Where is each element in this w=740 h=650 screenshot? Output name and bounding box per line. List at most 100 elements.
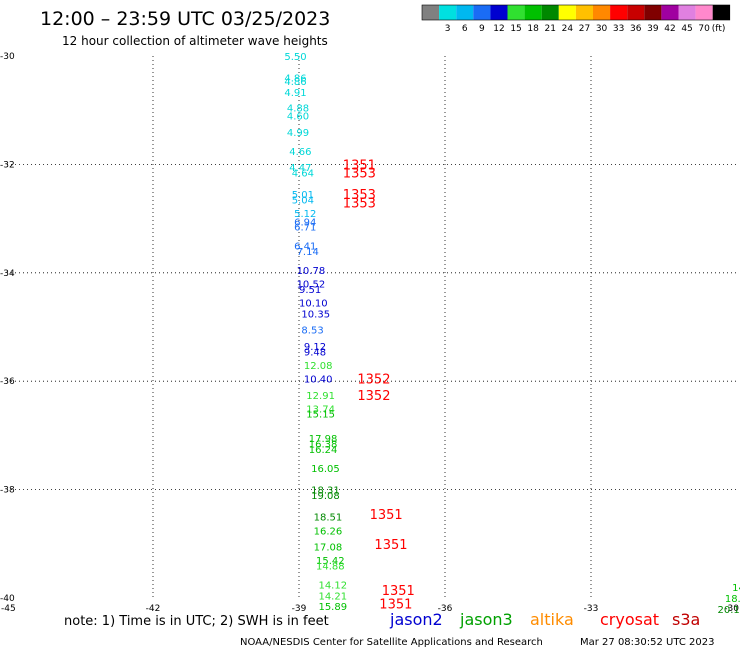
longitude-tick: -42: [146, 604, 161, 614]
legend-swatch: [439, 5, 457, 20]
wave-height-label: 9.51: [299, 285, 321, 296]
latitude-tick: -38: [0, 486, 15, 496]
satellite-label-s3a: s3a: [672, 610, 700, 629]
wave-height-label: 10.78: [297, 266, 326, 277]
legend-bin-label: 27: [579, 24, 590, 34]
legend-bin-label: 18: [527, 24, 539, 34]
legend-bin-label: 42: [664, 24, 675, 34]
legend-swatch: [593, 5, 611, 20]
wave-height-label: 4.47: [289, 163, 311, 174]
satellite-label-jason3: jason3: [459, 610, 513, 629]
wave-height-label: 12.08: [304, 361, 333, 372]
satellite-label-jason2: jason2: [389, 610, 443, 629]
legend-swatch: [575, 5, 593, 20]
longitude-tick-labels: -45 -42 -39 -36 -33 -30: [1, 604, 739, 614]
page-title: 12:00 – 23:59 UTC 03/25/2023: [40, 8, 330, 30]
wave-height-label: 15.89: [318, 602, 347, 613]
wave-height-label: 9.12: [304, 342, 326, 353]
wave-height-label: 18.51: [314, 513, 343, 524]
wave-height-label: 16.24: [309, 445, 338, 456]
wave-height-label: 5.12: [294, 209, 316, 220]
legend-swatch: [422, 5, 440, 20]
pass-time-label: 1351: [379, 597, 412, 612]
legend-swatch: [678, 5, 696, 20]
wave-height-label: 18.31: [311, 486, 340, 497]
wave-height-label: 10.52: [297, 280, 326, 291]
legend-swatch: [610, 5, 628, 20]
pass-time-label: 1351: [382, 584, 415, 599]
legend-swatch: [627, 5, 645, 20]
legend-bin-label: 12: [493, 24, 504, 34]
wave-height-label: 13.74: [306, 404, 335, 415]
legend-swatch: [558, 5, 576, 20]
legend-swatch: [661, 5, 679, 20]
wave-height-label: 14: [732, 583, 740, 594]
wave-height-label: 18.: [725, 594, 740, 605]
longitude-tick: -36: [438, 604, 453, 614]
longitude-tick: -39: [292, 604, 307, 614]
wave-height-label: 5.04: [292, 196, 314, 207]
wave-height-label: 15.15: [306, 410, 335, 421]
legend-bin-label: 9: [479, 24, 485, 34]
wave-height-label: 12.91: [306, 391, 335, 402]
legend-bin-label: 3: [445, 24, 451, 34]
wave-height-label: 8.53: [301, 326, 323, 337]
wave-height-label: 14.12: [318, 580, 347, 591]
pass-time-label: 1352: [357, 389, 390, 404]
page-subtitle: 12 hour collection of altimeter wave hei…: [62, 34, 328, 48]
legend-swatch: [524, 5, 542, 20]
wave-height-label: 16.26: [314, 526, 343, 537]
map-grid: [7, 56, 737, 598]
legend-bin-label: 6: [462, 24, 468, 34]
legend-bin-label: 21: [545, 24, 556, 34]
footer-note: note: 1) Time is in UTC; 2) SWH is in fe…: [64, 614, 329, 629]
legend-bin-label: 24: [562, 24, 574, 34]
latitude-tick-labels: -30 -32 -34 -36 -38 -40: [0, 52, 15, 604]
wave-height-label: 19.08: [311, 491, 340, 502]
wave-height-label: 4.86: [284, 77, 306, 88]
legend-swatch: [541, 5, 559, 20]
wave-height-label: 6.71: [294, 223, 316, 234]
wave-height-label: 4.86: [284, 74, 306, 85]
pass-time-label: 1353: [343, 188, 376, 203]
legend-swatch: [473, 5, 491, 20]
legend-swatch: [490, 5, 508, 20]
wave-height-label: 10.40: [304, 374, 333, 385]
wave-height-label: 4.91: [284, 88, 306, 99]
satellite-legend: jason2 jason3 altika cryosat s3a: [389, 610, 700, 629]
wave-height-label: 20.1: [718, 605, 740, 616]
wave-height-label: 14.21: [318, 591, 347, 602]
legend-swatch: [712, 5, 730, 20]
legend-bin-label: 39: [647, 24, 659, 34]
latitude-tick: -36: [0, 377, 15, 387]
pass-time-label: 1351: [374, 538, 407, 553]
color-scale-legend: 3 6 9 12 15 18 21 24 27 30 33 36 39 42 45 70 (ft): [421, 4, 731, 34]
latitude-tick: -34: [0, 269, 15, 279]
wave-height-label: 4.60: [287, 112, 309, 123]
pass-time-label: 1353: [343, 196, 376, 211]
legend-bin-label: 45: [681, 24, 692, 34]
wave-height-label: 17.98: [309, 434, 338, 445]
latitude-tick: -40: [0, 594, 15, 604]
legend-swatch: [695, 5, 713, 20]
legend-bin-label: 30: [596, 24, 608, 34]
wave-height-label: 4.66: [289, 147, 311, 158]
pass-time-label: 1353: [343, 167, 376, 182]
wave-height-label: 7.14: [297, 247, 319, 258]
credit-text: NOAA/NESDIS Center for Satellite Applica…: [240, 637, 543, 648]
wave-height-label: 14.88: [316, 561, 345, 572]
generated-timestamp: Mar 27 08:30:52 UTC 2023: [580, 637, 715, 648]
wave-height-label: 4.64: [292, 169, 314, 180]
legend-bin-label: 33: [613, 24, 624, 34]
longitude-tick: -45: [1, 604, 16, 614]
latitude-tick: -32: [0, 160, 15, 170]
wave-height-label: 15.42: [316, 556, 345, 567]
legend-swatch: [507, 5, 525, 20]
legend-bin-label: 70: [698, 24, 710, 34]
pass-time-label: 1351: [343, 158, 376, 173]
wave-height-label: 16.38: [309, 440, 338, 451]
satellite-label-cryosat: cryosat: [600, 610, 659, 629]
wave-height-label: 10.35: [301, 309, 330, 320]
